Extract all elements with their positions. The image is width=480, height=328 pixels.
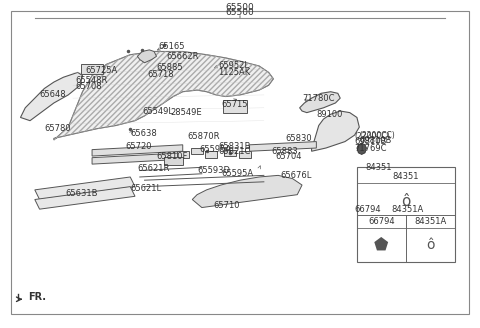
Text: 65810F: 65810F (156, 152, 188, 161)
Text: ⬟: ⬟ (374, 236, 389, 254)
Text: 65704: 65704 (276, 152, 302, 161)
Text: 65715: 65715 (221, 100, 247, 109)
Text: 89100: 89100 (316, 110, 343, 119)
Text: 65708: 65708 (75, 82, 102, 92)
Text: 28549E: 28549E (171, 108, 203, 117)
Text: 65718: 65718 (147, 71, 174, 79)
Bar (164, 157, 183, 165)
Text: 65885: 65885 (156, 63, 183, 72)
Text: 71769C: 71769C (355, 144, 387, 153)
Text: 65830: 65830 (285, 134, 312, 143)
Text: 65821C: 65821C (218, 147, 251, 156)
Text: FR.: FR. (28, 292, 46, 302)
Text: (2200CC): (2200CC) (360, 131, 395, 140)
Polygon shape (192, 175, 302, 208)
Text: ô: ô (401, 194, 410, 209)
Text: 65725A: 65725A (85, 66, 117, 75)
Bar (191, 148, 203, 154)
Text: 65648: 65648 (39, 91, 66, 99)
Bar (205, 151, 217, 158)
Polygon shape (35, 187, 135, 209)
Text: 84351A: 84351A (391, 205, 423, 214)
Text: 65631B: 65631B (66, 189, 98, 197)
Text: 65952L: 65952L (218, 61, 250, 71)
Text: 65870R: 65870R (188, 132, 220, 141)
Text: 65621R: 65621R (137, 164, 170, 174)
Polygon shape (92, 145, 183, 156)
Polygon shape (21, 72, 83, 121)
Text: 84351: 84351 (393, 173, 419, 181)
Text: ô: ô (426, 237, 434, 252)
Text: 84351: 84351 (365, 163, 392, 172)
Text: 65595A: 65595A (199, 145, 231, 154)
Text: 65500: 65500 (226, 3, 254, 12)
Text: 69810B: 69810B (355, 137, 387, 146)
Text: 1125AK: 1125AK (218, 68, 251, 77)
Text: 65780: 65780 (44, 124, 71, 133)
Bar (177, 151, 189, 158)
Bar (81, 64, 103, 74)
Polygon shape (357, 143, 366, 154)
Text: 65638: 65638 (130, 129, 157, 138)
Text: 65710: 65710 (214, 201, 240, 211)
Text: 65720: 65720 (125, 142, 152, 151)
Polygon shape (92, 153, 183, 164)
Polygon shape (35, 177, 135, 199)
Text: 65883: 65883 (271, 147, 298, 156)
Bar (223, 100, 247, 113)
Polygon shape (312, 111, 360, 151)
Polygon shape (250, 142, 316, 151)
Polygon shape (300, 92, 340, 113)
Text: 65676L: 65676L (281, 171, 312, 180)
Text: 65595A: 65595A (221, 169, 253, 178)
Text: 84351A: 84351A (414, 217, 446, 226)
Bar (239, 151, 251, 158)
Bar (357, 167, 455, 262)
Bar (225, 150, 237, 156)
Text: 66794: 66794 (355, 205, 381, 214)
Text: 65500: 65500 (226, 9, 254, 17)
Polygon shape (54, 51, 274, 140)
Text: 65593D: 65593D (197, 166, 230, 175)
Text: 69810B: 69810B (360, 136, 392, 145)
Text: 65548R: 65548R (75, 76, 108, 85)
Text: 71780C: 71780C (302, 94, 335, 103)
Polygon shape (137, 50, 156, 63)
Text: 65621L: 65621L (130, 184, 161, 193)
Text: 65165: 65165 (159, 42, 185, 51)
Text: 66794: 66794 (368, 217, 395, 226)
Text: 65549L: 65549L (142, 107, 173, 115)
Text: (2200CC): (2200CC) (355, 132, 390, 141)
Text: 65662R: 65662R (166, 52, 199, 61)
Text: 65831B: 65831B (218, 142, 251, 151)
